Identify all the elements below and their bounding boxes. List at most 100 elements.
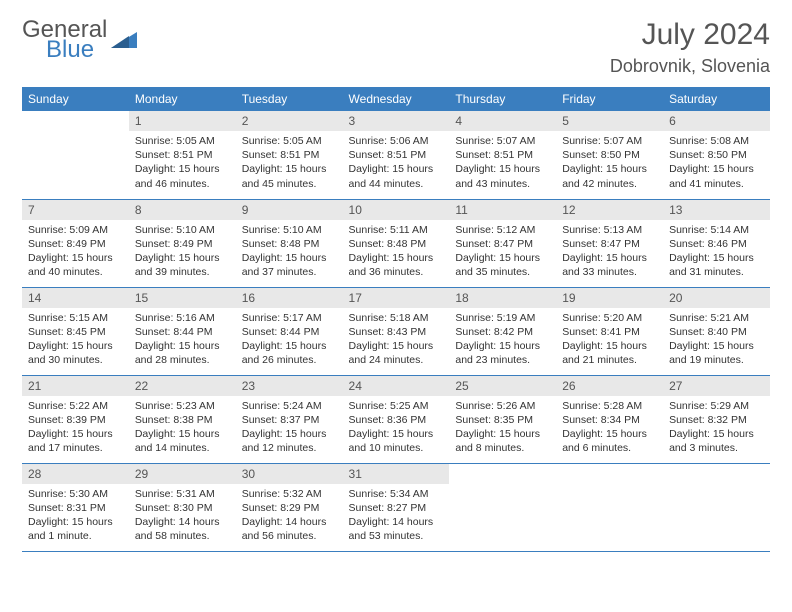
day-number: 1 [129, 111, 236, 131]
calendar-cell: 31Sunrise: 5:34 AMSunset: 8:27 PMDayligh… [343, 463, 450, 551]
calendar-cell [663, 463, 770, 551]
day-details: Sunrise: 5:10 AMSunset: 8:48 PMDaylight:… [236, 220, 343, 284]
day-details: Sunrise: 5:07 AMSunset: 8:51 PMDaylight:… [449, 131, 556, 195]
calendar-cell: 18Sunrise: 5:19 AMSunset: 8:42 PMDayligh… [449, 287, 556, 375]
day-number: 13 [663, 200, 770, 220]
calendar-cell: 12Sunrise: 5:13 AMSunset: 8:47 PMDayligh… [556, 199, 663, 287]
day-number: 3 [343, 111, 450, 131]
calendar-cell: 22Sunrise: 5:23 AMSunset: 8:38 PMDayligh… [129, 375, 236, 463]
calendar-cell: 4Sunrise: 5:07 AMSunset: 8:51 PMDaylight… [449, 111, 556, 199]
calendar-cell: 17Sunrise: 5:18 AMSunset: 8:43 PMDayligh… [343, 287, 450, 375]
location: Dobrovnik, Slovenia [610, 56, 770, 77]
day-details: Sunrise: 5:30 AMSunset: 8:31 PMDaylight:… [22, 484, 129, 548]
calendar-cell [556, 463, 663, 551]
calendar-row: 14Sunrise: 5:15 AMSunset: 8:45 PMDayligh… [22, 287, 770, 375]
day-details: Sunrise: 5:10 AMSunset: 8:49 PMDaylight:… [129, 220, 236, 284]
day-number: 12 [556, 200, 663, 220]
calendar-cell [22, 111, 129, 199]
calendar-cell: 16Sunrise: 5:17 AMSunset: 8:44 PMDayligh… [236, 287, 343, 375]
day-number: 6 [663, 111, 770, 131]
calendar-cell: 13Sunrise: 5:14 AMSunset: 8:46 PMDayligh… [663, 199, 770, 287]
day-header: Thursday [449, 87, 556, 111]
day-header: Monday [129, 87, 236, 111]
day-number: 8 [129, 200, 236, 220]
day-number: 21 [22, 376, 129, 396]
day-number: 19 [556, 288, 663, 308]
calendar-cell: 23Sunrise: 5:24 AMSunset: 8:37 PMDayligh… [236, 375, 343, 463]
calendar-row: 28Sunrise: 5:30 AMSunset: 8:31 PMDayligh… [22, 463, 770, 551]
calendar-row: 1Sunrise: 5:05 AMSunset: 8:51 PMDaylight… [22, 111, 770, 199]
day-number: 9 [236, 200, 343, 220]
calendar-cell: 21Sunrise: 5:22 AMSunset: 8:39 PMDayligh… [22, 375, 129, 463]
day-number: 29 [129, 464, 236, 484]
day-number: 23 [236, 376, 343, 396]
logo: General Blue [22, 18, 137, 62]
day-number: 14 [22, 288, 129, 308]
day-number: 27 [663, 376, 770, 396]
calendar-cell: 30Sunrise: 5:32 AMSunset: 8:29 PMDayligh… [236, 463, 343, 551]
day-header: Tuesday [236, 87, 343, 111]
day-details: Sunrise: 5:21 AMSunset: 8:40 PMDaylight:… [663, 308, 770, 372]
calendar-cell: 15Sunrise: 5:16 AMSunset: 8:44 PMDayligh… [129, 287, 236, 375]
calendar-cell: 14Sunrise: 5:15 AMSunset: 8:45 PMDayligh… [22, 287, 129, 375]
day-header: Saturday [663, 87, 770, 111]
calendar-cell: 19Sunrise: 5:20 AMSunset: 8:41 PMDayligh… [556, 287, 663, 375]
calendar-cell: 10Sunrise: 5:11 AMSunset: 8:48 PMDayligh… [343, 199, 450, 287]
title-block: July 2024 Dobrovnik, Slovenia [610, 18, 770, 77]
day-details: Sunrise: 5:20 AMSunset: 8:41 PMDaylight:… [556, 308, 663, 372]
day-number: 25 [449, 376, 556, 396]
day-number: 22 [129, 376, 236, 396]
day-details: Sunrise: 5:05 AMSunset: 8:51 PMDaylight:… [236, 131, 343, 195]
day-details: Sunrise: 5:15 AMSunset: 8:45 PMDaylight:… [22, 308, 129, 372]
calendar-cell: 28Sunrise: 5:30 AMSunset: 8:31 PMDayligh… [22, 463, 129, 551]
day-details: Sunrise: 5:24 AMSunset: 8:37 PMDaylight:… [236, 396, 343, 460]
day-number: 10 [343, 200, 450, 220]
calendar-cell: 26Sunrise: 5:28 AMSunset: 8:34 PMDayligh… [556, 375, 663, 463]
day-number: 18 [449, 288, 556, 308]
day-number: 11 [449, 200, 556, 220]
day-header: Sunday [22, 87, 129, 111]
day-header: Friday [556, 87, 663, 111]
day-number: 7 [22, 200, 129, 220]
day-details: Sunrise: 5:17 AMSunset: 8:44 PMDaylight:… [236, 308, 343, 372]
day-number: 20 [663, 288, 770, 308]
day-details: Sunrise: 5:13 AMSunset: 8:47 PMDaylight:… [556, 220, 663, 284]
day-number: 30 [236, 464, 343, 484]
day-number: 4 [449, 111, 556, 131]
day-details: Sunrise: 5:31 AMSunset: 8:30 PMDaylight:… [129, 484, 236, 548]
calendar-cell: 27Sunrise: 5:29 AMSunset: 8:32 PMDayligh… [663, 375, 770, 463]
day-details: Sunrise: 5:26 AMSunset: 8:35 PMDaylight:… [449, 396, 556, 460]
calendar-cell: 25Sunrise: 5:26 AMSunset: 8:35 PMDayligh… [449, 375, 556, 463]
day-number: 17 [343, 288, 450, 308]
day-details: Sunrise: 5:19 AMSunset: 8:42 PMDaylight:… [449, 308, 556, 372]
day-details: Sunrise: 5:16 AMSunset: 8:44 PMDaylight:… [129, 308, 236, 372]
day-header: Wednesday [343, 87, 450, 111]
day-details: Sunrise: 5:12 AMSunset: 8:47 PMDaylight:… [449, 220, 556, 284]
day-number: 2 [236, 111, 343, 131]
day-details: Sunrise: 5:06 AMSunset: 8:51 PMDaylight:… [343, 131, 450, 195]
day-details: Sunrise: 5:32 AMSunset: 8:29 PMDaylight:… [236, 484, 343, 548]
calendar-cell: 8Sunrise: 5:10 AMSunset: 8:49 PMDaylight… [129, 199, 236, 287]
day-details: Sunrise: 5:23 AMSunset: 8:38 PMDaylight:… [129, 396, 236, 460]
calendar-cell: 11Sunrise: 5:12 AMSunset: 8:47 PMDayligh… [449, 199, 556, 287]
calendar-cell: 9Sunrise: 5:10 AMSunset: 8:48 PMDaylight… [236, 199, 343, 287]
calendar-cell: 2Sunrise: 5:05 AMSunset: 8:51 PMDaylight… [236, 111, 343, 199]
day-details: Sunrise: 5:22 AMSunset: 8:39 PMDaylight:… [22, 396, 129, 460]
logo-text-blue: Blue [46, 38, 107, 62]
month-title: July 2024 [610, 18, 770, 52]
calendar-cell: 3Sunrise: 5:06 AMSunset: 8:51 PMDaylight… [343, 111, 450, 199]
day-number: 16 [236, 288, 343, 308]
day-details: Sunrise: 5:29 AMSunset: 8:32 PMDaylight:… [663, 396, 770, 460]
calendar-cell: 1Sunrise: 5:05 AMSunset: 8:51 PMDaylight… [129, 111, 236, 199]
calendar-cell: 7Sunrise: 5:09 AMSunset: 8:49 PMDaylight… [22, 199, 129, 287]
day-number: 15 [129, 288, 236, 308]
header: General Blue July 2024 Dobrovnik, Sloven… [22, 18, 770, 77]
calendar-cell: 5Sunrise: 5:07 AMSunset: 8:50 PMDaylight… [556, 111, 663, 199]
day-number: 28 [22, 464, 129, 484]
day-number: 31 [343, 464, 450, 484]
calendar-row: 21Sunrise: 5:22 AMSunset: 8:39 PMDayligh… [22, 375, 770, 463]
day-details: Sunrise: 5:34 AMSunset: 8:27 PMDaylight:… [343, 484, 450, 548]
calendar-cell: 24Sunrise: 5:25 AMSunset: 8:36 PMDayligh… [343, 375, 450, 463]
calendar-table: SundayMondayTuesdayWednesdayThursdayFrid… [22, 87, 770, 552]
day-details: Sunrise: 5:18 AMSunset: 8:43 PMDaylight:… [343, 308, 450, 372]
